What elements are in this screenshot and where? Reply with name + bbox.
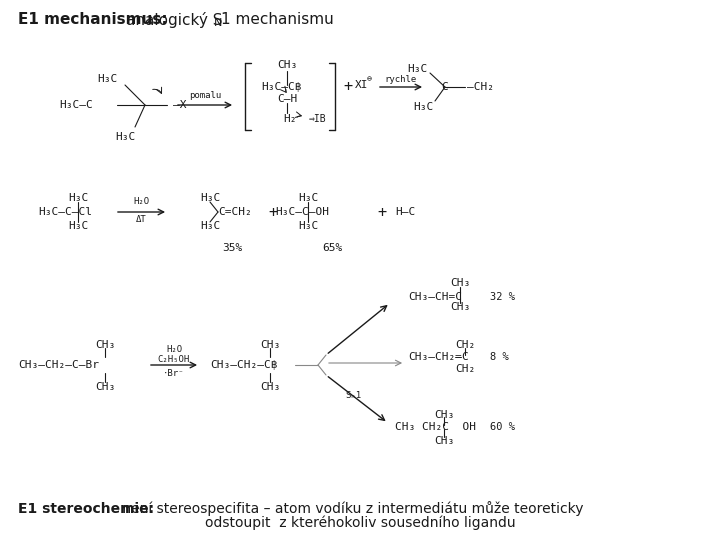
Text: H₂: H₂	[283, 114, 297, 124]
Text: CH₃: CH₃	[260, 382, 280, 392]
Text: analogický S: analogický S	[126, 12, 222, 28]
Text: E1 mechanismus:: E1 mechanismus:	[18, 12, 168, 28]
Text: H—C: H—C	[395, 207, 415, 217]
Text: C=CH₂: C=CH₂	[218, 207, 252, 217]
Text: CH₃: CH₃	[95, 340, 115, 350]
Text: H₃C: H₃C	[298, 193, 318, 203]
Text: CH₃: CH₃	[434, 436, 454, 446]
Text: CH₃—CH₂—C฿: CH₃—CH₂—C฿	[210, 360, 277, 370]
Text: H₃C: H₃C	[413, 102, 433, 112]
Text: H₃C—C—OH: H₃C—C—OH	[275, 207, 329, 217]
Text: H₃C: H₃C	[298, 221, 318, 231]
Text: =: =	[455, 352, 462, 362]
Text: E1 stereochemie:: E1 stereochemie:	[18, 502, 154, 516]
Text: CH₃: CH₃	[450, 278, 470, 288]
Text: CH₂: CH₂	[455, 340, 475, 350]
Text: ΔT: ΔT	[135, 215, 146, 225]
Text: H₃C—C฿: H₃C—C฿	[261, 82, 302, 92]
Text: H₂O: H₂O	[166, 346, 182, 354]
Text: Sₙ1: Sₙ1	[345, 390, 361, 400]
Text: H₃C: H₃C	[68, 193, 88, 203]
Text: +: +	[268, 205, 277, 219]
Text: 65%: 65%	[322, 243, 342, 253]
Text: rychle: rychle	[385, 75, 417, 84]
Text: odstoupit  z kteréhokoliv sousedního ligandu: odstoupit z kteréhokoliv sousedního liga…	[204, 516, 516, 530]
Text: H₃C: H₃C	[200, 221, 220, 231]
Text: CH₃: CH₃	[95, 382, 115, 392]
Text: +: +	[343, 79, 352, 94]
Text: 1 mechanismu: 1 mechanismu	[221, 12, 334, 28]
Text: H₃C—C: H₃C—C	[59, 100, 93, 110]
Text: ⇒IB: ⇒IB	[309, 114, 327, 124]
Text: C: C	[441, 82, 449, 92]
Text: —X: —X	[173, 100, 186, 110]
Text: C—H: C—H	[277, 94, 297, 104]
Text: CH₃: CH₃	[277, 60, 297, 70]
Text: 8 %: 8 %	[490, 352, 509, 362]
Text: N: N	[214, 18, 222, 28]
Text: H₃C: H₃C	[68, 221, 88, 231]
Text: 60 %: 60 %	[490, 422, 515, 432]
Text: ·Br⁻: ·Br⁻	[163, 368, 185, 377]
Text: CH₃—CH₂—C: CH₃—CH₂—C	[408, 352, 469, 362]
Text: —CH₂: —CH₂	[467, 82, 494, 92]
Text: H₃C—C—Cl: H₃C—C—Cl	[38, 207, 92, 217]
Text: XI: XI	[355, 80, 369, 90]
Text: H₃C: H₃C	[407, 64, 427, 74]
Text: není stereospecifita – atom vodíku z intermediátu může teoreticky: není stereospecifita – atom vodíku z int…	[118, 502, 583, 516]
Text: H₃C: H₃C	[200, 193, 220, 203]
Text: CH₃—CH₂—C—Br: CH₃—CH₂—C—Br	[18, 360, 99, 370]
Text: CH₂: CH₂	[455, 364, 475, 374]
Text: pomalu: pomalu	[189, 91, 221, 99]
Text: 35%: 35%	[222, 243, 242, 253]
Text: +: +	[377, 205, 386, 219]
Text: CH₃: CH₃	[434, 410, 454, 420]
Text: CH₃: CH₃	[450, 302, 470, 312]
Text: CH₃—CH=C: CH₃—CH=C	[408, 292, 462, 302]
Text: 32 %: 32 %	[490, 292, 515, 302]
Text: ⊖: ⊖	[367, 75, 372, 84]
Text: CH₃: CH₃	[260, 340, 280, 350]
Text: H₂O: H₂O	[133, 198, 149, 206]
Text: CH₃ CH₂C  OH: CH₃ CH₂C OH	[395, 422, 476, 432]
Text: H₃C: H₃C	[115, 132, 135, 142]
Text: C₂H₅OH: C₂H₅OH	[158, 355, 190, 364]
Text: H₃C: H₃C	[97, 74, 117, 84]
